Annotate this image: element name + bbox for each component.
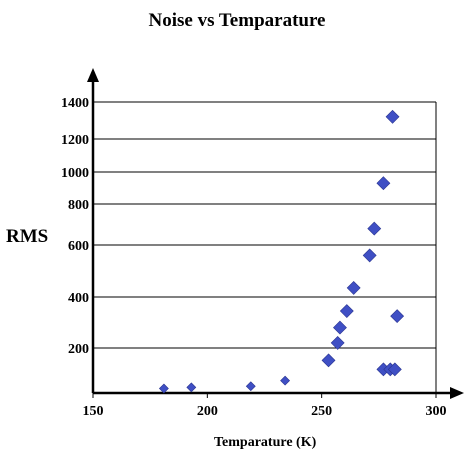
- data-point-0-9: [362, 248, 377, 263]
- x-tick-label-300: 300: [426, 404, 447, 419]
- data-point-0-4: [321, 353, 336, 368]
- x-tick-label-150: 150: [83, 404, 104, 419]
- y-tick-label-1000: 1000: [61, 166, 89, 181]
- data-point-0-11: [376, 176, 391, 191]
- data-point-0-0: [158, 383, 169, 394]
- data-point-0-5: [330, 335, 345, 350]
- x-axis-label: Temparature (K): [214, 435, 317, 450]
- tick-labels: 200 400 600 800 1000 1200 1400 150 200 250 300: [61, 96, 447, 419]
- x-axis-arrow-icon: [450, 387, 464, 399]
- data-point-0-6: [333, 320, 347, 335]
- data-point-0-3: [280, 375, 291, 386]
- data-point-0-8: [346, 280, 361, 295]
- data-point-0-1: [186, 382, 197, 393]
- chart-title: Noise vs Temparature: [148, 10, 326, 31]
- y-tick-label-600: 600: [68, 239, 89, 254]
- y-axis-arrow-icon: [87, 68, 99, 82]
- x-tick-label-200: 200: [197, 404, 218, 419]
- data-point-0-10: [367, 221, 382, 236]
- axes: [87, 68, 464, 399]
- data-points: [158, 109, 405, 394]
- y-axis-label: RMS: [6, 226, 49, 247]
- y-tick-label-1400: 1400: [61, 96, 89, 111]
- grid-lines: [93, 101, 437, 393]
- x-tick-label-250: 250: [311, 404, 332, 419]
- data-point-0-16: [390, 309, 405, 324]
- data-point-0-2: [245, 381, 256, 392]
- y-tick-label-800: 800: [68, 198, 89, 213]
- data-point-0-7: [339, 304, 354, 318]
- data-point-0-15: [387, 362, 402, 377]
- y-tick-label-400: 400: [68, 291, 89, 306]
- y-tick-label-200: 200: [68, 342, 89, 357]
- data-point-0-12: [385, 109, 400, 124]
- y-tick-label-1200: 1200: [61, 133, 89, 148]
